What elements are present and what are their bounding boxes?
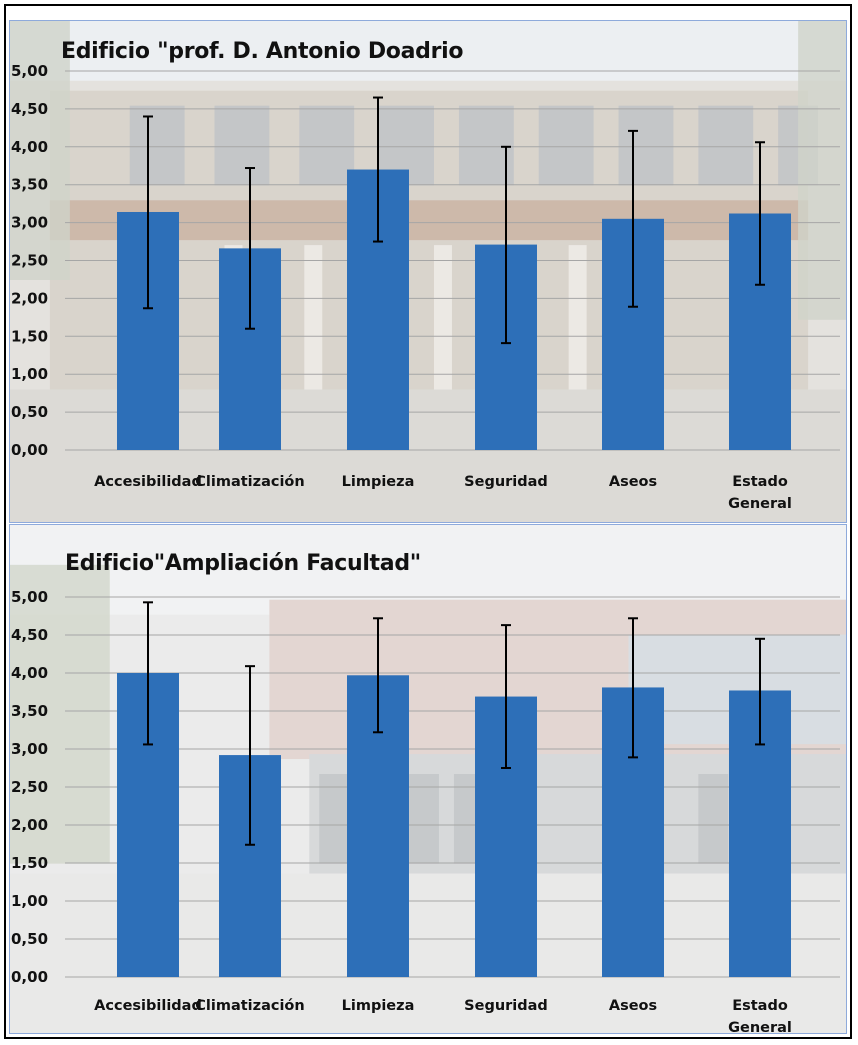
y-tick-label: 2,00: [11, 289, 48, 307]
error-bar-0: [143, 115, 153, 310]
y-tick-label: 3,50: [11, 702, 48, 720]
category-label: Aseos: [609, 474, 657, 490]
error-bar-4: [628, 129, 638, 308]
y-tick-label: 4,00: [11, 138, 48, 156]
y-tick-label: 3,00: [11, 740, 48, 758]
error-bar-0: [143, 601, 153, 746]
y-tick-label: 5,00: [11, 588, 48, 606]
y-tick-label: 5,00: [11, 62, 48, 80]
error-bar-3: [501, 624, 511, 769]
y-tick-label: 3,50: [11, 176, 48, 194]
y-tick-label: 0,00: [11, 441, 48, 459]
y-tick-label: 0,50: [11, 930, 48, 948]
category-label: Estado General: [728, 474, 792, 512]
category-label: Climatización: [195, 474, 304, 490]
y-tick-label: 2,50: [11, 252, 48, 270]
chart-title: Edificio "prof. D. Antonio Doadrio: [61, 39, 464, 64]
error-bar-5: [755, 637, 765, 746]
category-label: Climatización: [195, 998, 304, 1014]
chart-ampliacion: 0,00 0,50 1,00 1,50 2,00 2,50 3,00 3,50 4,00 4,50…: [11, 588, 840, 1034]
y-tick-label: 1,50: [11, 854, 48, 872]
error-bar-4: [628, 617, 638, 759]
category-label: Limpieza: [342, 998, 415, 1014]
error-bar-2: [373, 617, 383, 734]
y-tick-label: 2,00: [11, 816, 48, 834]
y-tick-label: 4,50: [11, 100, 48, 118]
y-tick-label: 0,50: [11, 403, 48, 421]
y-tick-label: 1,00: [11, 892, 48, 910]
y-tick-label: 1,00: [11, 365, 48, 383]
category-label: Seguridad: [464, 474, 548, 490]
y-tick-label: 0,00: [11, 968, 48, 986]
y-tick-label: 3,00: [11, 214, 48, 232]
y-tick-label: 4,50: [11, 626, 48, 644]
category-label: Aseos: [609, 998, 657, 1014]
category-label: Estado General: [728, 998, 792, 1034]
category-label: Limpieza: [342, 474, 415, 490]
error-bar-2: [373, 96, 383, 243]
category-label: Seguridad: [464, 998, 548, 1014]
error-bar-5: [755, 141, 765, 286]
error-bar-1: [245, 167, 255, 330]
y-tick-label: 4,00: [11, 664, 48, 682]
chart-doadrio: 0,00 0,50 1,00 1,50 2,00 2,50 3,00 3,50 4,00 4,50…: [11, 62, 840, 512]
y-tick-label: 1,50: [11, 327, 48, 345]
category-label: Accesibilidad: [94, 474, 202, 490]
category-label: Accesibilidad: [94, 998, 202, 1014]
chart-title: Edificio"Ampliación Facultad": [65, 551, 421, 576]
chart-panel-ampliacion: 0,00 0,50 1,00 1,50 2,00 2,50 3,00 3,50 4,00 4,50…: [9, 524, 847, 1034]
error-bar-1: [245, 665, 255, 846]
chart-panel-doadrio: 0,00 0,50 1,00 1,50 2,00 2,50 3,00 3,50 4,00 4,50…: [9, 20, 847, 523]
error-bar-3: [501, 145, 511, 345]
y-tick-label: 2,50: [11, 778, 48, 796]
